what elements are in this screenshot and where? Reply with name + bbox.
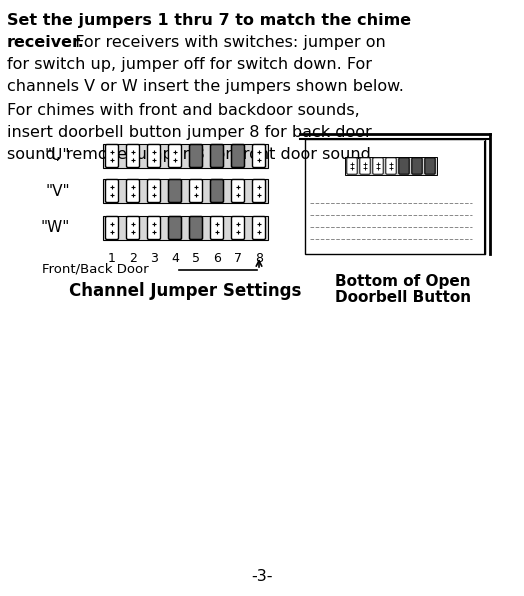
FancyBboxPatch shape xyxy=(425,158,435,174)
Text: "W": "W" xyxy=(41,221,70,235)
Text: Front/Back Door: Front/Back Door xyxy=(42,262,149,275)
FancyBboxPatch shape xyxy=(169,216,181,240)
FancyBboxPatch shape xyxy=(169,179,181,203)
FancyBboxPatch shape xyxy=(211,216,224,240)
Text: 3: 3 xyxy=(150,252,158,265)
FancyBboxPatch shape xyxy=(347,158,357,174)
Text: "U": "U" xyxy=(45,148,70,163)
FancyBboxPatch shape xyxy=(126,144,139,167)
FancyBboxPatch shape xyxy=(253,144,266,167)
Bar xyxy=(103,216,268,240)
Text: Doorbell Button: Doorbell Button xyxy=(335,290,471,305)
Text: 4: 4 xyxy=(171,252,179,265)
Text: Set the jumpers 1 thru 7 to match the chime: Set the jumpers 1 thru 7 to match the ch… xyxy=(7,13,411,28)
Text: sound, remove jumper 8 for front door sound.: sound, remove jumper 8 for front door so… xyxy=(7,147,376,162)
FancyBboxPatch shape xyxy=(126,216,139,240)
FancyBboxPatch shape xyxy=(232,144,245,167)
FancyBboxPatch shape xyxy=(232,179,245,203)
FancyBboxPatch shape xyxy=(360,158,370,174)
Text: 5: 5 xyxy=(192,252,200,265)
Bar xyxy=(103,144,268,168)
Text: -3-: -3- xyxy=(251,569,273,584)
FancyBboxPatch shape xyxy=(190,179,202,203)
FancyBboxPatch shape xyxy=(126,179,139,203)
FancyBboxPatch shape xyxy=(373,158,383,174)
FancyBboxPatch shape xyxy=(105,216,118,240)
FancyBboxPatch shape xyxy=(190,144,202,167)
Text: 8: 8 xyxy=(255,252,263,265)
Text: "V": "V" xyxy=(46,184,70,198)
Text: For chimes with front and backdoor sounds,: For chimes with front and backdoor sound… xyxy=(7,103,360,118)
FancyBboxPatch shape xyxy=(105,144,118,167)
Text: channels V or W insert the jumpers shown below.: channels V or W insert the jumpers shown… xyxy=(7,79,404,94)
Bar xyxy=(345,157,437,175)
Text: 6: 6 xyxy=(213,252,221,265)
FancyBboxPatch shape xyxy=(211,144,224,167)
Text: Bottom of Open: Bottom of Open xyxy=(335,274,471,289)
FancyBboxPatch shape xyxy=(105,179,118,203)
FancyBboxPatch shape xyxy=(232,216,245,240)
FancyBboxPatch shape xyxy=(412,158,422,174)
Text: 2: 2 xyxy=(129,252,137,265)
FancyBboxPatch shape xyxy=(399,158,409,174)
FancyBboxPatch shape xyxy=(190,216,202,240)
FancyBboxPatch shape xyxy=(253,179,266,203)
Text: For receivers with switches: jumper on: For receivers with switches: jumper on xyxy=(65,35,386,50)
FancyBboxPatch shape xyxy=(169,144,181,167)
Text: insert doorbell button jumper 8 for back door: insert doorbell button jumper 8 for back… xyxy=(7,125,372,140)
Text: 7: 7 xyxy=(234,252,242,265)
Text: receiver.: receiver. xyxy=(7,35,85,50)
Bar xyxy=(305,139,485,254)
FancyBboxPatch shape xyxy=(147,179,160,203)
FancyBboxPatch shape xyxy=(147,144,160,167)
FancyBboxPatch shape xyxy=(253,216,266,240)
FancyBboxPatch shape xyxy=(386,158,396,174)
Bar xyxy=(103,179,268,203)
FancyBboxPatch shape xyxy=(211,179,224,203)
Text: 1: 1 xyxy=(108,252,116,265)
Text: Channel Jumper Settings: Channel Jumper Settings xyxy=(69,282,302,300)
FancyBboxPatch shape xyxy=(147,216,160,240)
Text: for switch up, jumper off for switch down. For: for switch up, jumper off for switch dow… xyxy=(7,57,372,72)
